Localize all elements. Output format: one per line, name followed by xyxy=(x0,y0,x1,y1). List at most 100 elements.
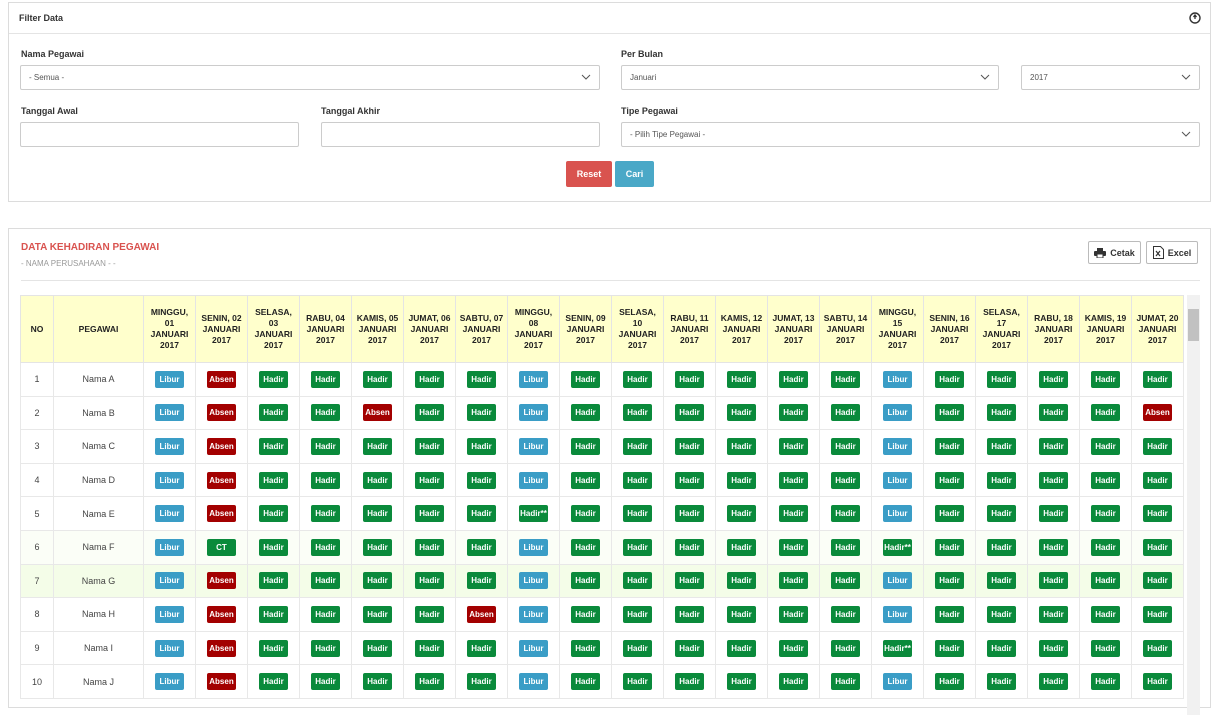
scrollbar-thumb[interactable] xyxy=(1188,309,1199,341)
status-badge: Hadir xyxy=(311,370,340,388)
column-header: SELASA, 03 JANUARI 2017 xyxy=(247,295,300,363)
status-cell: Hadir xyxy=(351,496,404,531)
row-number: 7 xyxy=(20,563,54,599)
status-cell: Hadir xyxy=(1079,597,1132,632)
status-badge: Hadir xyxy=(779,370,808,388)
select-tipe-pegawai[interactable]: - Pilih Tipe Pegawai - xyxy=(621,122,1200,147)
input-tanggal-awal[interactable] xyxy=(20,122,299,147)
status-badge: Hadir xyxy=(467,370,496,388)
status-cell: Hadir xyxy=(975,630,1028,666)
status-badge: Hadir xyxy=(727,437,756,455)
status-cell: Libur xyxy=(507,597,560,632)
status-badge: Hadir xyxy=(311,639,340,657)
info-icon[interactable] xyxy=(1189,12,1201,24)
table-row: 8 Nama H Libur Absen Hadir Hadir Hadir Hadir Abs… xyxy=(20,597,1184,632)
status-cell: Hadir xyxy=(559,597,612,632)
status-cell: Absen xyxy=(195,496,248,531)
status-badge: Hadir xyxy=(415,639,444,657)
status-badge: Hadir xyxy=(935,605,964,623)
status-cell: Hadir xyxy=(247,529,300,565)
status-badge: Hadir xyxy=(571,572,600,590)
status-badge: Hadir xyxy=(935,471,964,489)
status-cell: Hadir xyxy=(1027,362,1080,397)
column-header: NO xyxy=(20,295,54,363)
column-header: MINGGU, 01 JANUARI 2017 xyxy=(143,295,196,363)
status-badge: Hadir xyxy=(1091,404,1120,422)
status-cell: Hadir** xyxy=(507,496,560,531)
status-cell: Hadir xyxy=(975,462,1028,498)
search-button[interactable]: Cari xyxy=(615,161,654,187)
status-badge: Libur xyxy=(883,437,912,455)
status-badge: Libur xyxy=(155,639,184,657)
status-badge: Hadir xyxy=(415,471,444,489)
status-cell: Absen xyxy=(195,563,248,599)
select-tahun[interactable]: 2017 xyxy=(1021,65,1200,90)
status-badge: Hadir xyxy=(259,505,288,523)
status-cell: Absen xyxy=(195,395,248,431)
employee-name: Nama A xyxy=(53,362,144,397)
status-badge: Absen xyxy=(207,404,236,422)
status-cell: Absen xyxy=(1131,395,1184,431)
status-badge: Hadir xyxy=(415,437,444,455)
status-badge: Hadir xyxy=(259,437,288,455)
select-bulan[interactable]: Januari xyxy=(621,65,999,90)
status-badge: Hadir xyxy=(623,437,652,455)
attendance-table: NO PEGAWAI MINGGU, 01 JANUARI 2017 SENIN, 0… xyxy=(20,295,1184,699)
chevron xyxy=(581,74,591,80)
status-cell: Absen xyxy=(195,362,248,397)
status-badge: Hadir xyxy=(831,505,860,523)
status-cell: Hadir xyxy=(1027,496,1080,531)
status-badge: Hadir xyxy=(363,673,392,691)
status-cell: Hadir xyxy=(715,630,768,666)
status-badge: Libur xyxy=(883,673,912,691)
status-badge: Hadir xyxy=(1143,370,1172,388)
status-cell: Hadir xyxy=(767,496,820,531)
status-cell: Hadir xyxy=(247,630,300,666)
input-tanggal-akhir[interactable] xyxy=(321,122,600,147)
status-cell: Hadir xyxy=(611,462,664,498)
status-cell: Hadir xyxy=(455,630,508,666)
status-badge: Hadir xyxy=(415,673,444,691)
status-badge: Hadir xyxy=(675,404,704,422)
status-badge: Hadir xyxy=(935,437,964,455)
status-badge: Hadir xyxy=(467,538,496,556)
status-badge: Absen xyxy=(207,505,236,523)
print-button[interactable]: Cetak xyxy=(1088,241,1141,264)
status-cell: Hadir xyxy=(663,664,716,699)
scrollbar[interactable] xyxy=(1187,295,1200,715)
status-badge: Hadir xyxy=(623,639,652,657)
status-badge: Hadir xyxy=(311,404,340,422)
column-header: KAMIS, 05 JANUARI 2017 xyxy=(351,295,404,363)
excel-button[interactable]: Excel xyxy=(1146,241,1198,264)
row-number: 1 xyxy=(20,362,54,397)
table-row: 3 Nama C Libur Absen Hadir Hadir Hadir Hadir Had… xyxy=(20,429,1184,464)
status-badge: Hadir xyxy=(571,437,600,455)
status-cell: Absen xyxy=(351,395,404,431)
status-badge: Hadir xyxy=(831,639,860,657)
reset-button[interactable]: Reset xyxy=(566,161,612,187)
status-cell: Hadir xyxy=(559,529,612,565)
status-cell: Libur xyxy=(871,429,924,464)
status-cell: Absen xyxy=(195,429,248,464)
status-cell: Hadir xyxy=(403,462,456,498)
select-nama-pegawai[interactable]: - Semua - xyxy=(20,65,600,90)
excel-icon xyxy=(1152,246,1164,259)
status-badge: Libur xyxy=(519,538,548,556)
status-badge: Hadir xyxy=(1039,673,1068,691)
column-header: SELASA, 17 JANUARI 2017 xyxy=(975,295,1028,363)
status-badge: Hadir** xyxy=(883,538,912,556)
status-cell: Libur xyxy=(143,362,196,397)
status-cell: Libur xyxy=(507,395,560,431)
status-cell: Libur xyxy=(507,630,560,666)
status-badge: Hadir xyxy=(1039,370,1068,388)
status-badge: Libur xyxy=(883,605,912,623)
status-badge: Hadir xyxy=(467,572,496,590)
status-badge: Hadir xyxy=(675,673,704,691)
status-badge: Hadir xyxy=(1039,572,1068,590)
table-row: 6 Nama F Libur CT Hadir Hadir Hadir Hadir Hadir L… xyxy=(20,529,1184,565)
status-cell: Hadir xyxy=(923,496,976,531)
status-cell: Hadir xyxy=(403,597,456,632)
status-cell: Hadir xyxy=(923,395,976,431)
status-badge: Absen xyxy=(207,437,236,455)
status-cell: Hadir xyxy=(299,664,352,699)
